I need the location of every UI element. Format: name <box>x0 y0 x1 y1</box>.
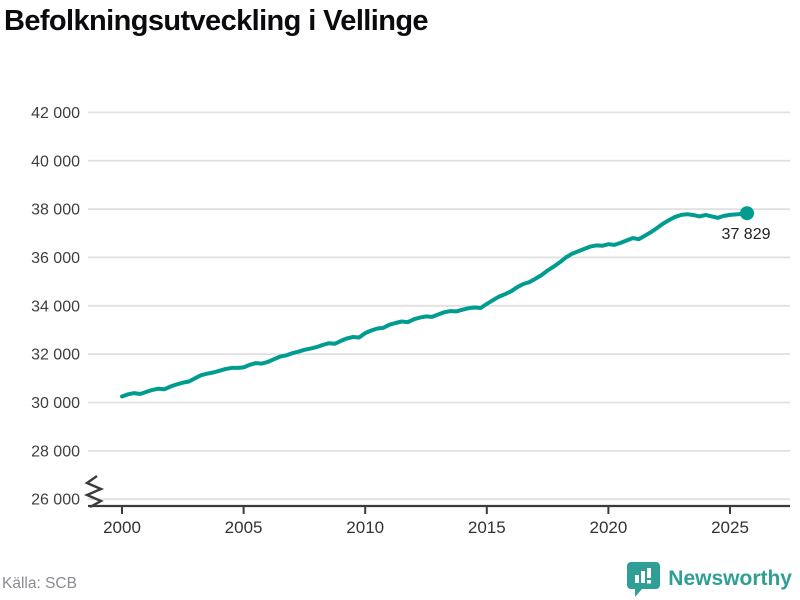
x-axis-tick-label: 2020 <box>589 518 627 537</box>
y-axis-tick-label: 26 000 <box>31 492 80 509</box>
x-axis-tick-label: 2025 <box>711 518 749 537</box>
y-axis-tick-label: 38 000 <box>31 202 80 219</box>
source-label: Källa: SCB <box>2 575 77 592</box>
axis-break-icon <box>83 475 105 509</box>
y-axis-tick-label: 42 000 <box>31 105 80 122</box>
y-axis-tick-label: 34 000 <box>31 298 80 315</box>
page-title: Befolkningsutveckling i Vellinge <box>4 5 429 37</box>
x-axis-tick-label: 2000 <box>103 518 141 537</box>
y-axis-tick-label: 36 000 <box>31 250 80 267</box>
latest-point-dot <box>740 206 755 221</box>
x-axis-tick-label: 2015 <box>468 518 506 537</box>
brand-name: Newsworthy <box>668 567 792 590</box>
latest-value-label: 37 829 <box>722 226 771 243</box>
y-axis-tick-label: 30 000 <box>31 395 80 412</box>
bar-chart-speech-bubble-icon <box>627 562 661 597</box>
x-axis-tick-label: 2010 <box>346 518 384 537</box>
y-axis-tick-label: 40 000 <box>31 153 80 170</box>
y-axis-tick-label: 28 000 <box>31 443 80 460</box>
newsworthy-logo[interactable]: Newsworthy <box>627 561 792 597</box>
population-line <box>120 211 749 399</box>
y-axis-tick-label: 32 000 <box>31 347 80 364</box>
x-axis-tick-label: 2005 <box>225 518 263 537</box>
